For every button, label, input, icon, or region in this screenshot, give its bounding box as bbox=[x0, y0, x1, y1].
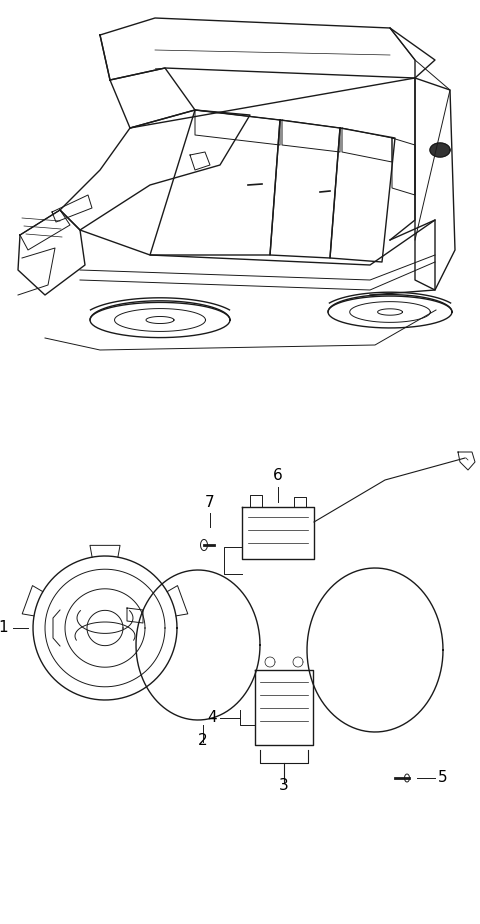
Text: 3: 3 bbox=[279, 778, 289, 793]
Text: 6: 6 bbox=[273, 468, 283, 483]
Text: 2: 2 bbox=[198, 733, 208, 748]
Text: 4: 4 bbox=[207, 711, 217, 725]
Polygon shape bbox=[430, 143, 450, 157]
Text: 1: 1 bbox=[0, 621, 8, 636]
Text: 7: 7 bbox=[205, 495, 215, 510]
Text: 5: 5 bbox=[438, 771, 448, 785]
